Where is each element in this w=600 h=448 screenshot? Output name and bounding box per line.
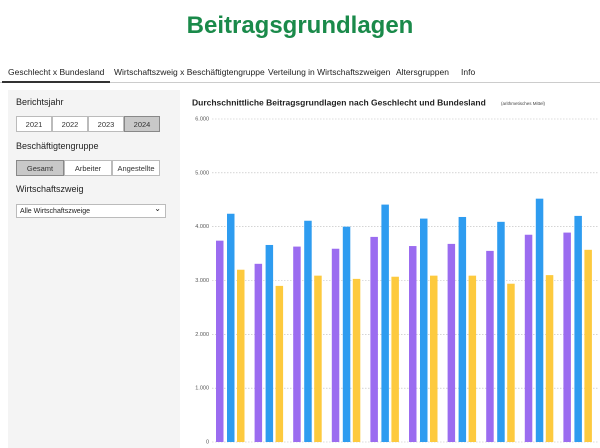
chart-title: Durchschnittliche Beitragsgrundlagen nac… [192,97,486,107]
bar [420,218,428,442]
bar [458,216,467,442]
group-button[interactable]: Arbeiter [64,160,112,176]
chart-subtitle: (arithmetisches Mittel) [501,101,546,106]
bar [370,236,378,442]
group-button[interactable]: Gesamt [16,160,64,176]
bar [342,226,351,442]
bar [524,234,533,442]
bar [497,221,505,442]
y-tick-label: 3.000 [195,278,209,284]
bar [391,276,399,442]
y-tick-label: 2.000 [195,332,209,338]
bar [409,246,417,442]
bar [430,275,438,442]
tab-bar: Geschlecht x Bundesland Wirtschaftszweig … [0,64,600,83]
bar [254,263,263,442]
tab[interactable]: Altersgruppen [396,67,449,77]
bar [486,250,494,442]
bar [584,249,592,442]
group-button[interactable]: Angestellte [112,160,160,176]
year-label: Berichtsjahr [16,97,64,107]
year-button[interactable]: 2023 [88,116,124,132]
tab[interactable]: Geschlecht x Bundesland [2,64,111,83]
bar [535,198,544,442]
bar [447,243,456,442]
bar [275,285,284,442]
bar [563,232,571,442]
bar [381,204,389,442]
y-tick-label: 4.000 [195,224,209,230]
bar [507,283,515,442]
tab[interactable]: Wirtschaftszweig x Beschäftigtengruppe [114,67,265,77]
tab[interactable]: Info [461,67,476,77]
bar [237,269,245,442]
group-label: Beschäftigtengruppe [16,141,99,151]
bar [331,248,340,442]
year-button[interactable]: 2024 [124,116,160,132]
bar [352,278,361,442]
bar [314,275,322,442]
year-button[interactable]: 2022 [52,116,88,132]
bar [545,275,554,442]
bar [227,213,235,442]
page-title: Beitragsgrundlagen [186,12,414,39]
bar [293,246,301,442]
sidebar: Berichtsjahr Beschäftigtengruppe Wirtsch… [8,90,180,448]
bar [468,275,477,442]
sector-select[interactable]: Alle Wirtschaftszweige [16,202,166,218]
y-tick-label: 0 [206,439,209,445]
tab[interactable]: Verteilung in Wirtschaftszweigen [268,67,391,77]
y-tick-label: 1.000 [195,386,209,392]
bar [574,215,582,442]
bar [304,220,312,442]
y-tick-label: 6.000 [195,116,209,122]
y-tick-label: 5.000 [195,170,209,176]
year-button[interactable]: 2021 [16,116,52,132]
sector-label: Wirtschaftszweig [16,184,84,194]
bar [216,240,224,442]
bar [265,244,274,442]
